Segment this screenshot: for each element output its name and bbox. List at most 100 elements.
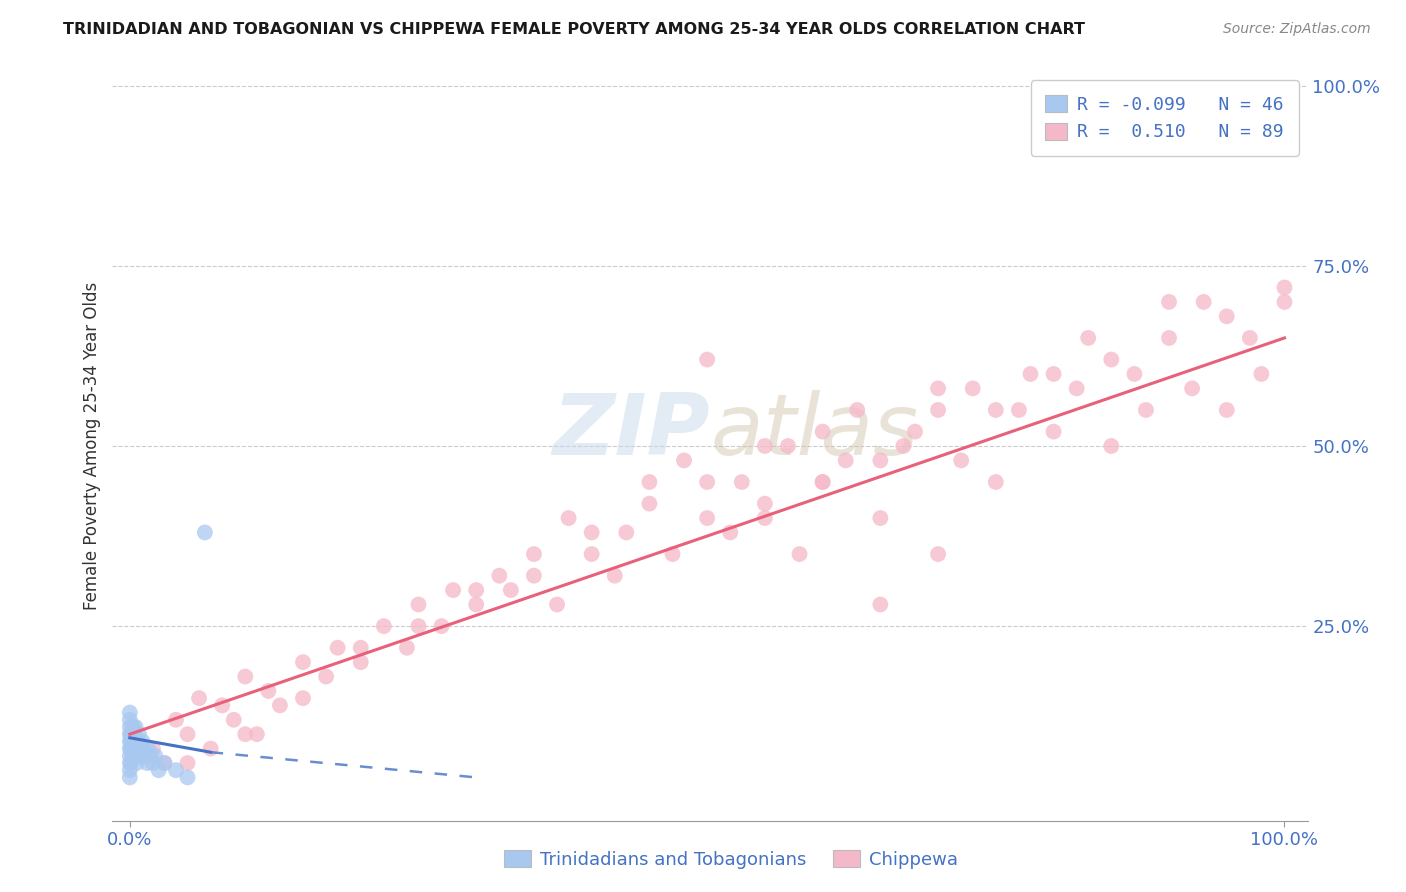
Point: [673, 453, 696, 467]
Point: [927, 381, 949, 395]
Point: [121, 727, 143, 741]
Point: [118, 706, 141, 720]
Text: Source: ZipAtlas.com: Source: ZipAtlas.com: [1223, 22, 1371, 37]
Point: [120, 756, 142, 770]
Point: [869, 453, 891, 467]
Point: [1135, 403, 1157, 417]
Point: [638, 497, 661, 511]
Point: [638, 475, 661, 489]
Point: [131, 734, 153, 748]
Point: [927, 547, 949, 561]
Point: [869, 511, 891, 525]
Point: [1066, 381, 1088, 395]
Text: atlas: atlas: [710, 390, 918, 473]
Point: [124, 741, 146, 756]
Point: [408, 598, 430, 612]
Point: [122, 720, 145, 734]
Point: [143, 748, 166, 763]
Point: [233, 669, 256, 683]
Point: [1274, 280, 1296, 294]
Point: [118, 771, 141, 785]
Point: [603, 568, 626, 582]
Point: [776, 439, 799, 453]
Point: [1274, 294, 1296, 309]
Point: [1157, 331, 1180, 345]
Point: [465, 598, 488, 612]
Point: [523, 547, 546, 561]
Point: [893, 439, 915, 453]
Point: [1099, 352, 1122, 367]
Point: [121, 720, 143, 734]
Point: [395, 640, 418, 655]
Point: [927, 403, 949, 417]
Point: [128, 727, 150, 741]
Point: [499, 583, 522, 598]
Point: [122, 748, 145, 763]
Point: [127, 734, 149, 748]
Y-axis label: Female Poverty Among 25-34 Year Olds: Female Poverty Among 25-34 Year Olds: [83, 282, 101, 610]
Point: [984, 475, 1007, 489]
Point: [373, 619, 395, 633]
Point: [811, 425, 834, 439]
Point: [350, 655, 373, 669]
Point: [136, 756, 159, 770]
Point: [557, 511, 579, 525]
Point: [121, 748, 143, 763]
Point: [1019, 367, 1042, 381]
Point: [148, 763, 170, 777]
Point: [129, 741, 152, 756]
Point: [292, 691, 315, 706]
Point: [1216, 310, 1239, 324]
Point: [1216, 403, 1239, 417]
Point: [950, 453, 973, 467]
Point: [188, 691, 211, 706]
Point: [139, 748, 162, 763]
Point: [124, 734, 146, 748]
Point: [350, 640, 373, 655]
Point: [222, 713, 245, 727]
Point: [754, 439, 776, 453]
Point: [120, 727, 142, 741]
Point: [1181, 381, 1204, 395]
Point: [718, 525, 741, 540]
Text: TRINIDADIAN AND TOBAGONIAN VS CHIPPEWA FEMALE POVERTY AMONG 25-34 YEAR OLDS CORR: TRINIDADIAN AND TOBAGONIAN VS CHIPPEWA F…: [63, 22, 1085, 37]
Point: [118, 741, 141, 756]
Point: [1157, 294, 1180, 309]
Point: [124, 720, 146, 734]
Point: [118, 713, 141, 727]
Point: [326, 640, 349, 655]
Point: [1042, 367, 1064, 381]
Point: [789, 547, 811, 561]
Point: [1042, 425, 1064, 439]
Text: ZIP: ZIP: [553, 390, 710, 473]
Point: [136, 741, 159, 756]
Point: [696, 511, 718, 525]
Point: [125, 741, 148, 756]
Point: [1239, 331, 1261, 345]
Point: [124, 748, 146, 763]
Point: [962, 381, 984, 395]
Point: [754, 497, 776, 511]
Point: [118, 763, 141, 777]
Point: [581, 547, 603, 561]
Point: [1077, 331, 1099, 345]
Point: [153, 756, 176, 770]
Legend: Trinidadians and Tobagonians, Chippewa: Trinidadians and Tobagonians, Chippewa: [496, 843, 966, 876]
Point: [1099, 439, 1122, 453]
Point: [120, 734, 142, 748]
Legend: R = -0.099   N = 46, R =  0.510   N = 89: R = -0.099 N = 46, R = 0.510 N = 89: [1031, 80, 1299, 156]
Point: [1123, 367, 1146, 381]
Point: [1008, 403, 1031, 417]
Point: [165, 713, 187, 727]
Point: [834, 453, 856, 467]
Point: [546, 598, 568, 612]
Point: [614, 525, 637, 540]
Point: [904, 425, 927, 439]
Point: [754, 511, 776, 525]
Point: [176, 756, 198, 770]
Point: [408, 619, 430, 633]
Point: [121, 741, 143, 756]
Point: [125, 756, 148, 770]
Point: [246, 727, 269, 741]
Point: [124, 727, 146, 741]
